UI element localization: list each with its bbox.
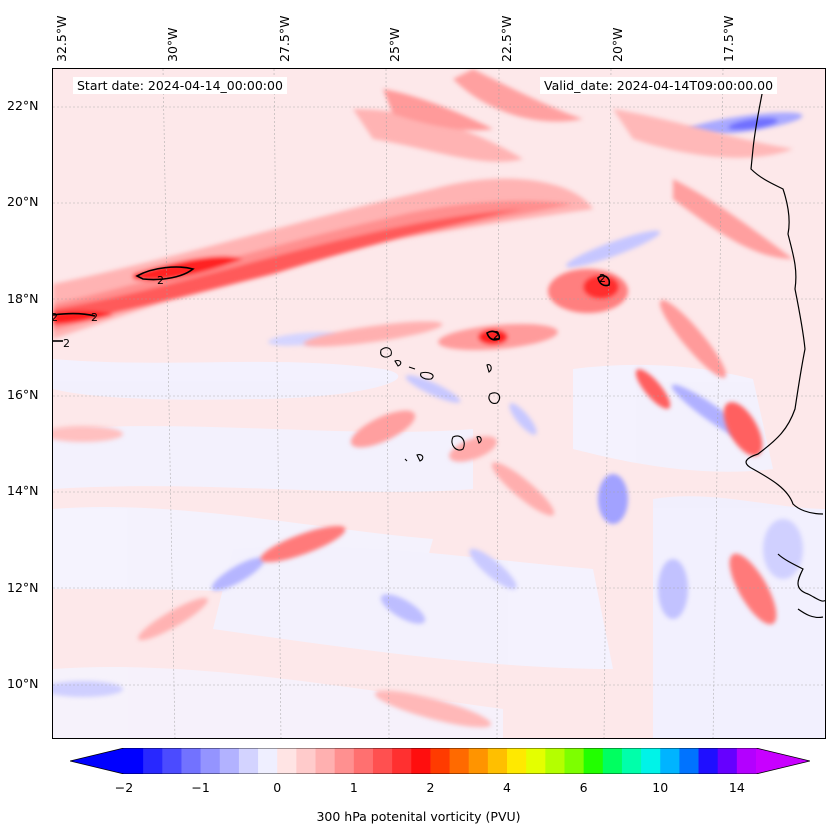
lon-tick-label: 20°W xyxy=(610,27,625,62)
colorbar-segment xyxy=(487,748,508,774)
lat-tick-label: 20°N xyxy=(7,194,39,209)
colorbar-tick-label: −1 xyxy=(191,780,210,795)
colorbar-segment xyxy=(602,748,623,774)
colorbar-segment xyxy=(430,748,451,774)
colorbar-segment xyxy=(296,748,317,774)
colorbar-segment xyxy=(219,748,240,774)
colorbar-extend-low xyxy=(70,748,124,774)
colorbar-tick-label: 10 xyxy=(652,780,669,795)
graticule xyxy=(53,69,825,738)
start-date-label: Start date: 2024-04-14_00:00:00 xyxy=(73,77,287,94)
colorbar-segment xyxy=(526,748,546,774)
contour-label: 2 xyxy=(63,337,70,350)
colorbar-segment xyxy=(124,748,144,774)
lon-tick-label: 17.5°W xyxy=(721,15,736,62)
lat-tick-label: 14°N xyxy=(7,483,39,498)
colorbar-segment xyxy=(717,748,738,774)
colorbar-segment xyxy=(411,748,431,774)
colorbar-segment xyxy=(315,748,336,774)
colorbar-segment xyxy=(353,748,374,774)
colorbar-segment xyxy=(334,748,355,774)
colorbar-tick-label: 14 xyxy=(728,780,745,795)
colorbar-label: 300 hPa potenital vorticity (PVU) xyxy=(316,809,521,824)
coastline xyxy=(745,88,825,619)
colorbar-segment xyxy=(545,748,565,774)
lat-tick-label: 16°N xyxy=(7,387,39,402)
lon-tick-label: 22.5°W xyxy=(499,15,514,62)
colorbar-segment xyxy=(258,748,278,774)
pv-contour-field: 2 2 2 2 2 2 xyxy=(53,69,825,738)
colorbar-segment xyxy=(583,748,604,774)
islands xyxy=(380,347,501,462)
valid-date-label: Valid_date: 2024-04-14T09:00:00.00 xyxy=(540,77,778,94)
colorbar-tick-label: 2 xyxy=(426,780,435,795)
colorbar-segment xyxy=(660,748,680,774)
lat-tick-label: 12°N xyxy=(7,580,39,595)
lat-tick-label: 22°N xyxy=(7,98,39,113)
colorbar-segment xyxy=(143,748,163,774)
colorbar-tick-label: −2 xyxy=(114,780,134,795)
pv-positive-blobs xyxy=(53,269,777,728)
pv-low-regions xyxy=(53,359,825,738)
pv-contour-labels: 2 2 2 2 2 2 xyxy=(53,272,606,350)
colorbar-tick-label: 0 xyxy=(273,780,282,795)
colorbar-segment xyxy=(200,748,221,774)
pv-map-panel: 2 2 2 2 2 2 xyxy=(52,68,826,739)
lat-tick-label: 18°N xyxy=(7,291,39,306)
colorbar-extend-high xyxy=(756,748,810,774)
lon-tick-label: 25°W xyxy=(387,27,402,62)
colorbar-tick-label: 6 xyxy=(579,780,588,795)
contour-label: 2 xyxy=(493,329,500,342)
colorbar-segment xyxy=(698,748,719,774)
lon-tick-label: 27.5°W xyxy=(277,15,292,62)
contour-label: 2 xyxy=(91,311,98,324)
colorbar-segment xyxy=(736,748,757,774)
colorbar-segment xyxy=(181,748,202,774)
colorbar-segment xyxy=(468,748,489,774)
contour-label: 2 xyxy=(157,274,164,287)
colorbar-segment xyxy=(641,748,661,774)
colorbar-segment xyxy=(238,748,259,774)
colorbar-segment xyxy=(277,748,297,774)
colorbar-segment xyxy=(621,748,642,774)
colorbar-segment xyxy=(372,748,393,774)
lon-tick-label: 32.5°W xyxy=(54,15,69,62)
contour-label: 2 xyxy=(53,311,58,324)
pv-colorbar xyxy=(70,748,810,774)
colorbar-segment xyxy=(507,748,527,774)
colorbar-tick-label: 4 xyxy=(503,780,511,795)
colorbar-segment xyxy=(449,748,470,774)
colorbar-segment xyxy=(564,748,585,774)
colorbar-segment xyxy=(679,748,700,774)
colorbar-tick-label: 1 xyxy=(349,780,358,795)
pv-2-contours xyxy=(53,266,611,342)
colorbar-segment xyxy=(392,748,412,774)
lon-tick-label: 30°W xyxy=(165,27,180,62)
colorbar-segment xyxy=(162,748,182,774)
lat-tick-label: 10°N xyxy=(7,676,39,691)
contour-label: 2 xyxy=(599,272,606,285)
